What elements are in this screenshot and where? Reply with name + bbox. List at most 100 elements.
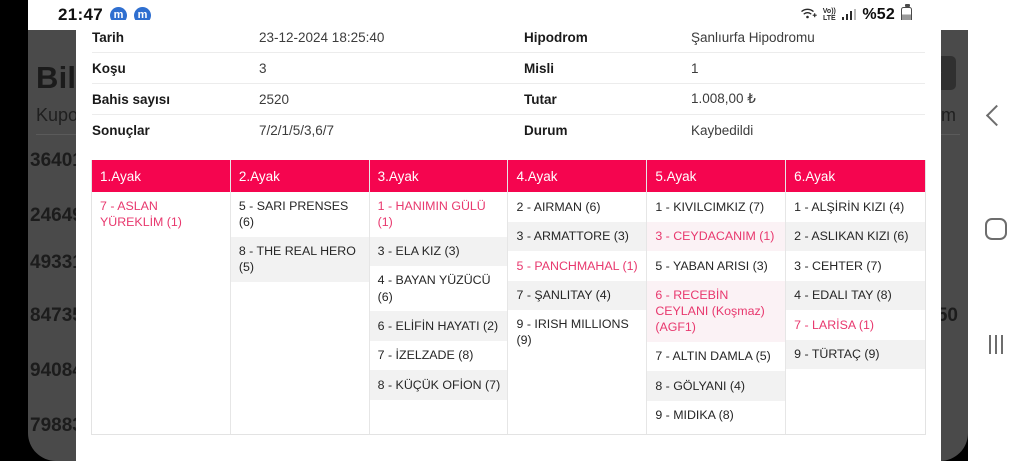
leg-horse-item[interactable]: 3 - ARMATTORE (3) [508,221,647,251]
info-cell-left: Koşu 3 [92,61,524,76]
info-value: Şanlıurfa Hipodromu [691,29,815,45]
leg-horse-item[interactable]: 5 - PANCHMAHAL (1) [516,258,638,273]
info-cell-right: Hipodrom Şanlıurfa Hipodromu [524,30,925,45]
notification-badge-icon: m [133,6,151,24]
leg-horse-item[interactable]: 2 - AIRMAN (6) [516,199,601,214]
info-cell-right: Misli 1 [524,61,925,76]
status-bar-right: Vo)) LTE %52 [800,4,912,25]
info-value: 23-12-2024 18:25:40 [259,29,385,45]
info-row: Tarih 23-12-2024 18:25:40 Hipodrom Şanlı… [92,22,925,53]
signal-bars-icon [841,9,857,21]
leg-horse-item[interactable]: 4 - BAYAN YÜZÜCÜ (6) [377,273,491,304]
leg-column-header: 5.Ayak [647,160,786,192]
status-badge: Kaybedildi [691,123,754,138]
legs-table: 1.Ayak 7 - ASLAN YÜREKLİM (1) 2.Ayak 5 - SA… [91,160,926,436]
leg-column-header: 2.Ayak [230,160,369,192]
info-key: Bahis sayısı [92,91,171,107]
leg-column-spacer [508,354,647,408]
leg-horse-item[interactable]: 5 - YABAN ARISI (3) [655,258,768,273]
info-value: 1 [691,60,699,76]
info-cell-left: Sonuçlar 7/2/1/5/3,6/7 [92,123,524,138]
volte-icon: Vo)) LTE [823,8,836,23]
recents-bars-icon[interactable] [989,334,1003,354]
leg-horse-item[interactable]: 9 - MIDIKA (8) [655,408,734,423]
info-key: Misli [524,60,555,76]
leg-column-body: 2 - AIRMAN (6) 3 - ARMATTORE (3) 5 - PANCH… [508,192,647,408]
leg-horse-item[interactable]: 6 - ELİFİN HAYATI (2) [369,311,508,341]
info-row: Sonuçlar 7/2/1/5/3,6/7 Durum Kaybedildi [92,115,925,146]
home-square-icon[interactable] [985,217,1007,240]
info-cell-right: Durum Kaybedildi [524,123,925,138]
leg-column: 6.Ayak 1 - ALŞİRİN KIZI (4) 2 - ASLIKAN KI… [786,160,925,435]
leg-column: 5.Ayak 1 - KIVILCIMKIZ (7) 3 - CEYDACANIM … [647,160,787,435]
info-value: 2520 [259,91,290,107]
leg-horse-item[interactable]: 1 - ALŞİRİN KIZI (4) [794,199,905,214]
leg-column: 2.Ayak 5 - SARI PRENSES (6) 8 - THE REAL H… [230,160,370,435]
ticket-info-table: Tarih 23-12-2024 18:25:40 Hipodrom Şanlı… [76,22,941,146]
leg-horse-item[interactable]: 3 - ELA KIZ (3) [369,236,508,267]
leg-horse-item[interactable]: 9 - IRISH MILLIONS (9) [516,317,629,348]
leg-horse-item[interactable]: 7 - LARİSA (1) [794,317,875,332]
leg-column-body: 5 - SARI PRENSES (6) 8 - THE REAL HERO (5… [230,192,369,408]
info-value: 3 [259,60,267,76]
info-row: Koşu 3 Misli 1 [92,53,925,84]
info-cell-left: Bahis sayısı 2520 [92,92,524,107]
info-cell-left: Tarih 23-12-2024 18:25:40 [92,30,524,45]
leg-column-spacer [647,430,786,435]
leg-horse-item[interactable]: 8 - GÖLYANI (4) [647,371,786,401]
leg-column-spacer [92,236,230,408]
leg-column-header: 3.Ayak [369,160,508,192]
info-key: Tutar [524,91,557,107]
info-value: 7/2/1/5/3,6/7 [259,123,335,138]
notification-badge-icon: m [109,6,127,24]
leg-horse-item[interactable]: 3 - CEYDACANIM (1) [647,221,786,251]
leg-horse-item[interactable]: 3 - CEHTER (7) [794,258,882,273]
info-key: Hipodrom [524,29,588,45]
leg-column: 3.Ayak 1 - HANIMIN GÜLÜ (1) 3 - ELA KIZ (3… [369,160,509,435]
background-row-number: 79883 [30,415,83,436]
volte-bottom-label: LTE [822,15,836,22]
info-cell-right: Tutar 1.008,00 ₺ [524,91,925,107]
leg-horse-item[interactable]: 8 - THE REAL HERO (5) [230,236,369,282]
leg-column-spacer [230,281,369,408]
leg-horse-item[interactable]: 2 - ASLIKAN KIZI (6) [786,221,925,251]
background-column-kupon: Kupon [36,105,89,125]
wifi-icon [800,6,817,25]
leg-horse-item[interactable]: 4 - EDALI TAY (8) [786,280,925,310]
leg-horse-item[interactable]: 5 - SARI PRENSES (6) [238,199,349,230]
screen-left-gutter [0,0,28,461]
leg-column-body: 7 - ASLAN YÜREKLİM (1) [92,192,230,408]
leg-column-header: 4.Ayak [508,160,647,192]
leg-horse-item[interactable]: 1 - KIVILCIMKIZ (7) [655,199,765,214]
leg-horse-item[interactable]: 7 - ASLAN YÜREKLİM (1) [100,199,182,230]
status-bar-clock: 21:47 [58,5,103,24]
volte-top-label: Vo)) [822,7,836,15]
info-key: Durum [524,123,568,138]
leg-horse-item[interactable]: 7 - İZELZADE (8) [377,348,474,363]
leg-horse-item[interactable]: 7 - ALTIN DAMLA (5) [655,349,771,364]
leg-horse-item[interactable]: 8 - KÜÇÜK OFİON (7) [369,370,508,400]
background-row-number: 36401 [30,150,83,171]
leg-column-header: 6.Ayak [786,160,925,192]
info-key: Sonuçlar [92,123,150,138]
background-row-number: 94084 [30,360,83,381]
info-key: Tarih [92,29,125,45]
background-row-number: 49331 [30,252,83,273]
leg-column-spacer [786,369,925,408]
leg-column-header: 1.Ayak [92,160,230,192]
leg-horse-item[interactable]: 1 - HANIMIN GÜLÜ (1) [377,199,486,230]
leg-horse-item[interactable]: 7 - ŞANLITAY (4) [508,280,647,310]
background-row-number: 24649 [30,205,83,226]
leg-column: 1.Ayak 7 - ASLAN YÜREKLİM (1) [92,160,231,435]
leg-horse-item[interactable]: 9 - TÜRTAÇ (9) [786,339,925,369]
leg-horse-item[interactable]: 6 - RECEBİN CEYLANI (Koşmaz) (AGF1) [647,280,786,342]
leg-column-body: 1 - KIVILCIMKIZ (7) 3 - CEYDACANIM (1) 5 -… [647,192,786,435]
android-nav-bar [968,0,1024,461]
background-row-number: 84735 [30,305,83,326]
status-bar-left: 21:47 m m [58,5,151,25]
ticket-detail-panel: Tarih 23-12-2024 18:25:40 Hipodrom Şanlı… [76,20,941,461]
leg-column-body: 1 - HANIMIN GÜLÜ (1) 3 - ELA KIZ (3) 4 - B… [369,192,508,408]
battery-percent-label: %52 [862,6,895,23]
back-chevron-icon[interactable] [985,104,1007,126]
